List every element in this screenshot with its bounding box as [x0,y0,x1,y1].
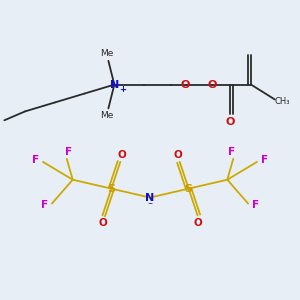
Text: F: F [65,147,72,158]
Text: F: F [228,147,235,158]
Text: O: O [181,80,190,90]
Text: F: F [41,200,48,210]
Text: O: O [208,80,217,90]
Text: N: N [146,193,154,202]
Text: ⁻: ⁻ [147,201,153,211]
Text: F: F [32,155,39,165]
Text: +: + [119,85,126,94]
Text: F: F [252,200,259,210]
Text: Me: Me [100,49,114,58]
Text: CH₃: CH₃ [274,97,290,106]
Text: O: O [98,218,107,228]
Text: S: S [184,184,193,194]
Text: O: O [193,218,202,228]
Text: F: F [261,155,268,165]
Text: O: O [117,150,126,160]
Text: N: N [110,80,119,90]
Text: S: S [107,184,116,194]
Text: O: O [226,117,235,127]
Text: Me: Me [100,111,114,120]
Text: O: O [174,150,183,160]
